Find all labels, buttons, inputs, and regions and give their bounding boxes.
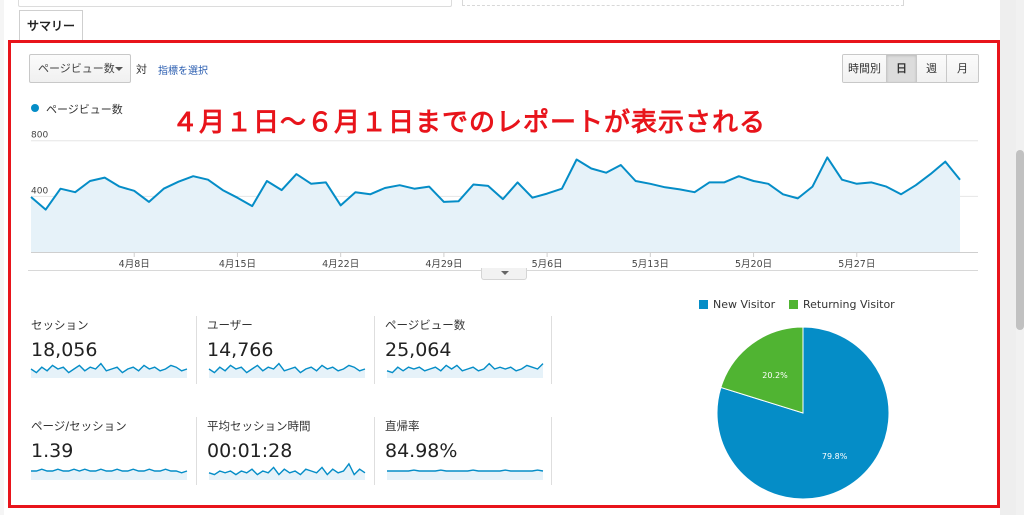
stat-value: 00:01:28 xyxy=(207,440,293,462)
sparkline xyxy=(386,362,544,374)
x-tick-label: 5月6日 xyxy=(532,259,563,270)
pie-legend-label: New Visitor xyxy=(713,298,776,311)
sparkline-area xyxy=(31,363,187,378)
stat-divider xyxy=(196,417,197,485)
choose-metric-link[interactable]: 指標を選択 xyxy=(158,66,208,77)
sparkline xyxy=(208,462,366,476)
stat-label: 平均セッション時間 xyxy=(207,419,311,433)
series-legend-dot xyxy=(31,104,39,112)
stat-label: ユーザー xyxy=(207,318,253,332)
stat-divider xyxy=(374,417,375,485)
stat-label: 直帰率 xyxy=(385,419,420,433)
period-month-button[interactable]: 月 xyxy=(947,55,978,82)
legend-swatch xyxy=(789,300,798,309)
pie-slice-label: 79.8% xyxy=(822,452,848,461)
y-tick-label: 800 xyxy=(31,131,48,141)
sparkline xyxy=(208,362,366,374)
highlight-frame xyxy=(8,40,1000,508)
pie-legend-label: Returning Visitor xyxy=(803,298,895,311)
series-line xyxy=(30,156,961,211)
stat-label: ページ/セッション xyxy=(31,419,127,433)
period-hourly-button[interactable]: 時間別 xyxy=(843,55,887,82)
stat-value: 18,056 xyxy=(31,339,98,361)
sparkline-area xyxy=(209,463,365,480)
stat-label: ページビュー数 xyxy=(385,318,466,332)
stat-divider xyxy=(374,316,375,384)
sparkline xyxy=(31,468,188,474)
caret-down-icon xyxy=(115,67,123,71)
stat-divider xyxy=(551,417,552,485)
legend-swatch xyxy=(699,300,708,309)
sparkline-area xyxy=(387,363,543,378)
x-tick-label: 4月15日 xyxy=(219,259,256,270)
stat-value: 14,766 xyxy=(207,339,274,361)
period-week-button[interactable]: 週 xyxy=(917,55,947,82)
stat-value: 25,064 xyxy=(385,339,452,361)
stat-label: セッション xyxy=(31,318,89,332)
top-segment-box xyxy=(18,0,452,7)
pie-slice xyxy=(720,326,804,414)
y-tick-label: 400 xyxy=(31,186,48,196)
sparkline-area xyxy=(387,470,543,480)
sparkline xyxy=(387,469,544,472)
metric-select-label: ページビュー数 xyxy=(38,62,115,75)
stat-divider xyxy=(196,316,197,384)
chart-expand-handle[interactable] xyxy=(481,268,527,280)
metric-select[interactable]: ページビュー数 xyxy=(29,54,131,83)
stat-divider xyxy=(551,316,552,384)
pie-legend-returning: Returning Visitor xyxy=(789,298,895,311)
period-selector: 時間別 日 週 月 xyxy=(842,54,979,83)
x-tick-label: 5月13日 xyxy=(632,259,669,270)
sparkline-area xyxy=(209,363,365,378)
stat-value: 84.98% xyxy=(385,440,458,462)
sparkline xyxy=(30,362,188,374)
left-edge xyxy=(0,0,4,515)
pie-legend-new: New Visitor xyxy=(699,298,775,311)
x-tick-label: 5月20日 xyxy=(735,259,772,270)
x-tick-label: 5月27日 xyxy=(838,259,875,270)
x-tick-label: 4月22日 xyxy=(322,259,359,270)
annotation-text: ４月１日～６月１日までのレポートが表示される xyxy=(172,108,767,138)
x-tick-label: 4月8日 xyxy=(119,259,150,270)
scrollbar-thumb[interactable] xyxy=(1016,150,1024,330)
vs-label: 対 xyxy=(136,63,147,76)
x-tick-label: 4月29日 xyxy=(425,259,462,270)
pie-slice-label: 20.2% xyxy=(762,371,788,380)
tab-summary[interactable]: サマリー xyxy=(19,10,83,40)
series-legend-label: ページビュー数 xyxy=(46,103,123,116)
period-day-button[interactable]: 日 xyxy=(887,55,917,82)
top-add-segment-placeholder xyxy=(462,0,904,6)
sparkline-area xyxy=(31,469,187,480)
stat-value: 1.39 xyxy=(31,440,74,462)
